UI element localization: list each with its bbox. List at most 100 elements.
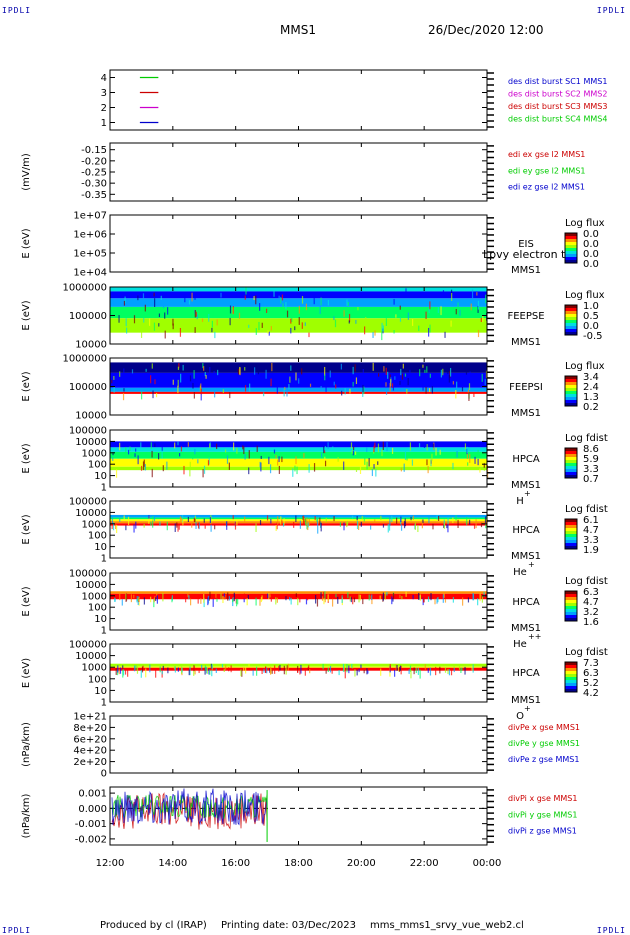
colorbar-swatch — [565, 320, 577, 324]
heatmap-speckle — [442, 368, 444, 376]
heatmap-speckle — [395, 664, 397, 671]
colorbar-frame — [564, 232, 578, 264]
y-axis-label: (nPa/km) — [21, 794, 32, 839]
heatmap-speckle — [292, 468, 294, 477]
heatmap-speckle — [417, 668, 419, 675]
heatmap-speckle — [425, 311, 427, 320]
colorbar-swatch — [565, 233, 577, 237]
corner-label-bottom-left: IPDLI — [2, 926, 32, 935]
heatmap-speckle — [325, 670, 327, 674]
heatmap-speckle — [391, 373, 394, 382]
heatmap-speckle — [473, 392, 475, 397]
heatmap-speckle — [224, 594, 226, 600]
heatmap-speckle — [273, 288, 275, 297]
heatmap-speckle — [344, 388, 346, 395]
heatmap-speckle — [409, 442, 412, 451]
heatmap-speckle — [354, 364, 356, 372]
heatmap-speckle — [327, 594, 329, 602]
heatmap-speckle — [143, 317, 145, 323]
heatmap-speckle — [226, 521, 228, 530]
heatmap-speckle — [232, 599, 234, 603]
instrument-label: FEEPSE — [507, 311, 544, 322]
heatmap-speckle — [200, 388, 202, 395]
heatmap-speckle — [268, 456, 270, 465]
heatmap-speckle — [198, 669, 200, 674]
heatmap-speckle — [236, 447, 238, 454]
heatmap-speckle — [178, 525, 180, 530]
colorbar-tick-label: 6.1 — [583, 515, 599, 526]
heatmap-speckle — [392, 593, 395, 599]
heatmap-speckle — [320, 385, 322, 390]
heatmap-speckle — [314, 516, 316, 521]
heatmap-speckle — [444, 331, 446, 338]
heatmap-speckle — [196, 318, 198, 326]
heatmap-speckle — [178, 453, 181, 457]
heatmap-speckle — [183, 465, 185, 475]
heatmap-speckle — [309, 383, 312, 387]
heatmap-speckle — [460, 667, 462, 673]
heatmap-speckle — [267, 380, 269, 385]
heatmap-speckle — [172, 318, 174, 326]
heatmap-speckle — [242, 445, 244, 450]
heatmap-speckle — [402, 363, 404, 369]
heatmap-speckle — [364, 326, 366, 335]
colorbar-swatch — [565, 537, 577, 541]
colorbar-tick-label: 0.0 — [583, 259, 599, 270]
heatmap-speckle — [343, 461, 345, 470]
heatmap-speckle — [443, 523, 446, 529]
colorbar-swatch — [565, 603, 577, 607]
heatmap-speckle — [144, 304, 146, 312]
colorbar-swatch — [565, 463, 577, 467]
heatmap-speckle — [233, 596, 235, 602]
colorbar-swatch — [565, 242, 577, 246]
colorbar-swatch — [565, 460, 577, 464]
y-tick-label: 1 — [101, 554, 107, 565]
heatmap-speckle — [371, 598, 373, 605]
heatmap-speckle — [158, 323, 160, 327]
heatmap-speckle — [279, 664, 281, 671]
heatmap-speckle — [383, 366, 385, 372]
plot-frame — [109, 572, 488, 631]
heatmap-speckle — [190, 598, 192, 606]
colorbar-swatch — [565, 239, 577, 243]
colorbar-swatch — [565, 472, 577, 476]
heatmap-speckle — [229, 392, 231, 399]
colorbar-tick-label: 5.2 — [583, 678, 599, 689]
heatmap-speckle — [444, 667, 447, 673]
heatmap-speckle — [200, 383, 202, 391]
heatmap-speckle — [466, 516, 468, 526]
heatmap-speckle — [274, 665, 276, 674]
heatmap-speckle — [382, 325, 384, 332]
heatmap-speckle — [380, 515, 382, 521]
heatmap-speckle — [348, 313, 351, 322]
heatmap-speckle — [352, 381, 354, 387]
heatmap-speckle — [236, 598, 238, 607]
heatmap-speckle — [418, 592, 420, 600]
panel-eis: 1e+04 1e+05 1e+06 1e+07 E (eV) EIS MMS1 Lpvy el… — [21, 211, 605, 279]
heatmap-speckle — [419, 369, 421, 377]
y-tick-label: 1000 — [82, 519, 107, 530]
heatmap-speckle — [111, 520, 113, 530]
heatmap-speckle — [179, 516, 182, 524]
heatmap-speckle — [198, 522, 200, 530]
heatmap-speckle — [386, 442, 388, 452]
heatmap-speckle — [207, 597, 209, 606]
heatmap-speckle — [277, 516, 279, 525]
y-tick-label: -0.20 — [81, 156, 107, 167]
heatmap-speckle — [166, 461, 168, 470]
heatmap-speckle — [140, 391, 143, 400]
heatmap-speckle — [486, 469, 489, 478]
legend-entry: des dist burst SC4 MMS4 — [508, 114, 607, 123]
heatmap-speckle — [467, 389, 470, 393]
heatmap-speckle — [281, 519, 283, 526]
heatmap-speckle — [389, 374, 391, 380]
heatmap-speckle — [352, 595, 354, 605]
heatmap-speckle — [391, 383, 394, 388]
y-tick-label: 100 — [88, 603, 107, 614]
heatmap-speckle — [470, 303, 472, 311]
heatmap-speckle — [355, 319, 357, 324]
heatmap-speckle — [214, 525, 216, 530]
heatmap-speckle — [439, 449, 441, 455]
instrument-sub-label: MMS1 — [511, 695, 541, 706]
heatmap-speckle — [447, 517, 449, 525]
